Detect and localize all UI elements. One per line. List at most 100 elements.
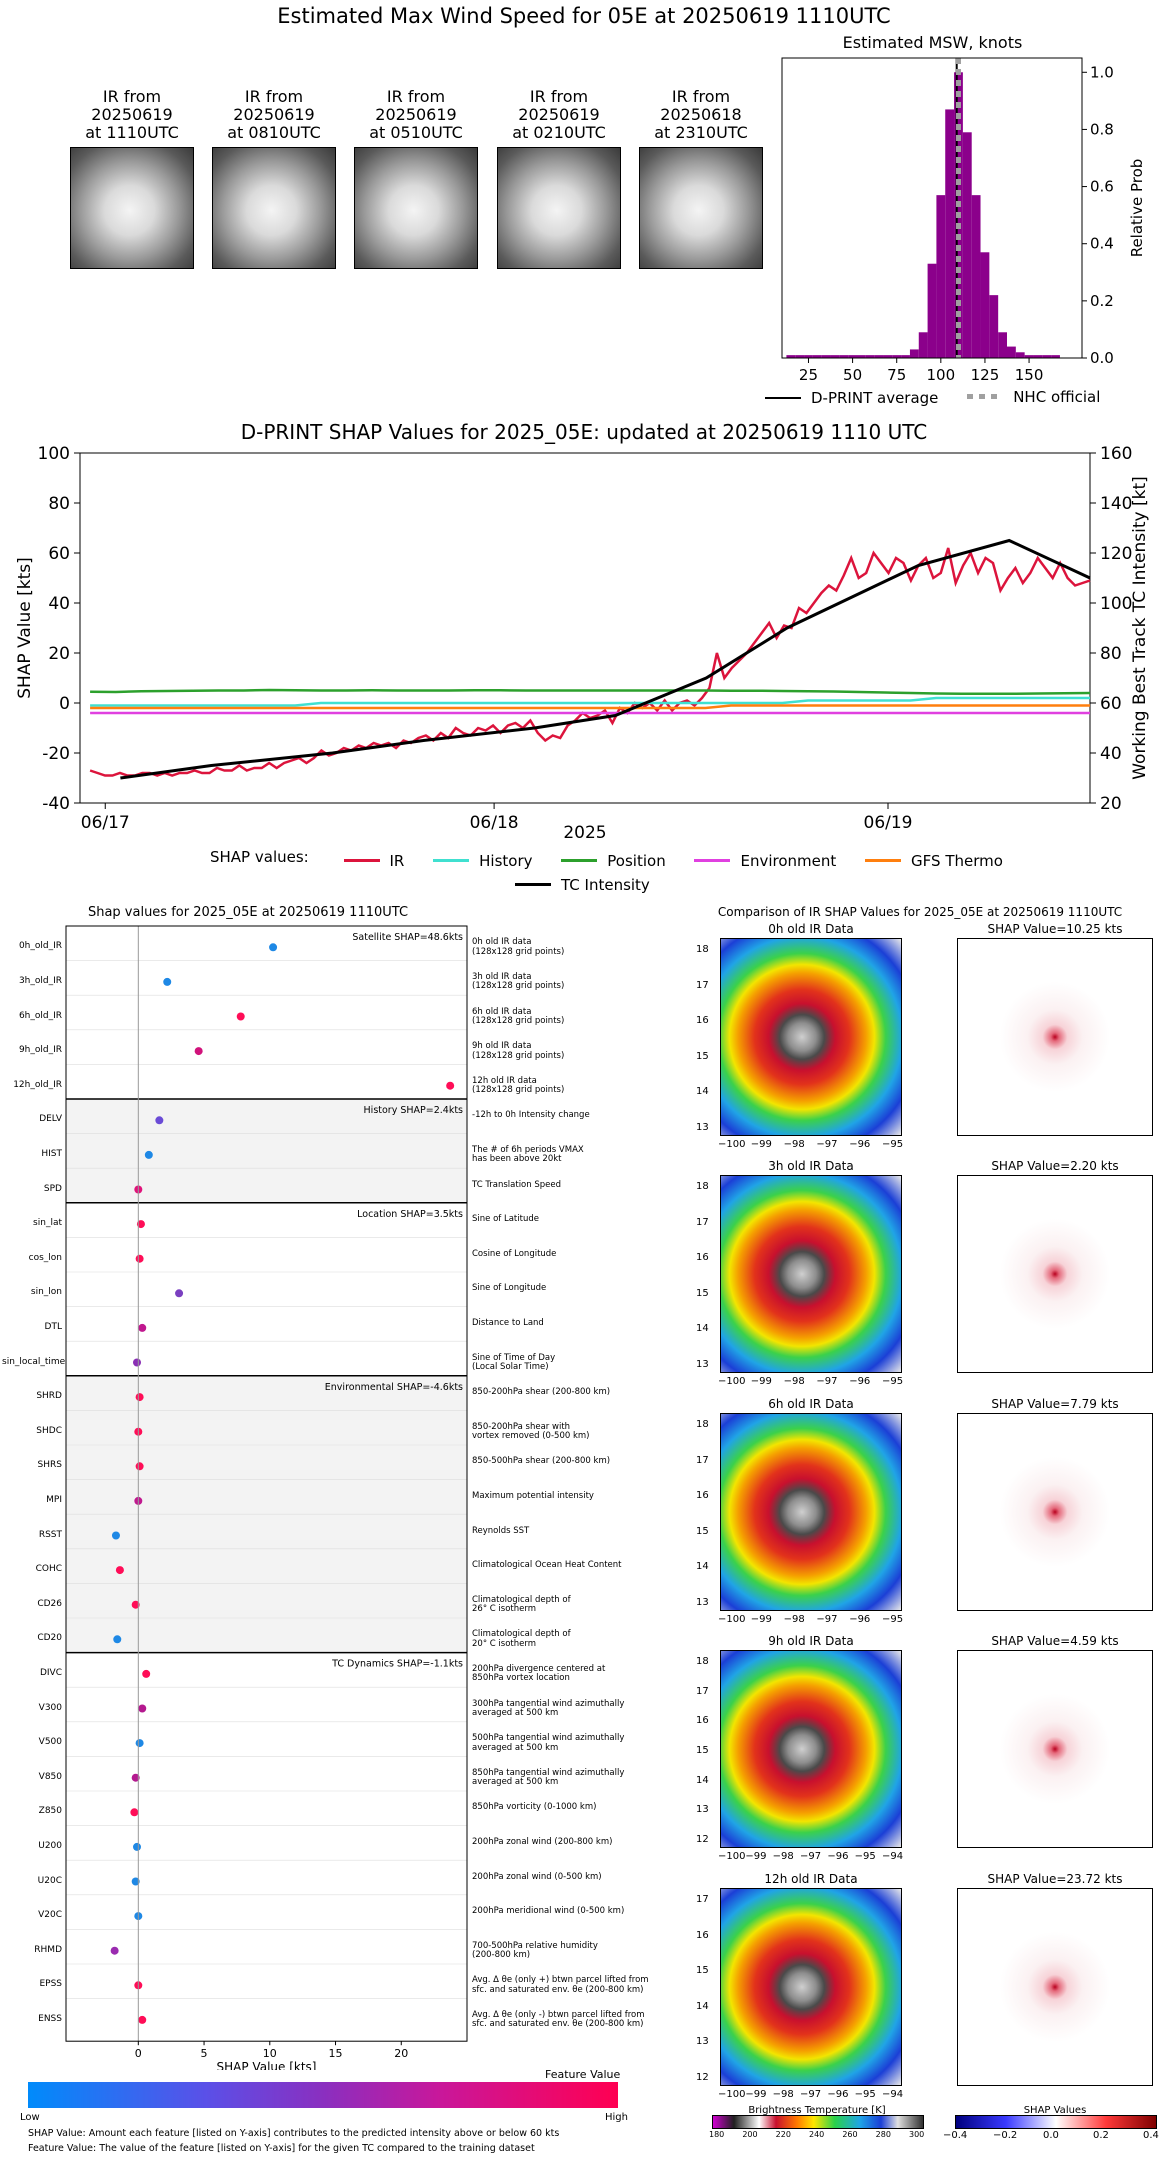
feature-dot-6h_old_IR [236, 1012, 245, 1021]
ir-thumbnail-label: IR from 20250618 at 2310UTC [654, 87, 748, 142]
shap-timeseries-chart: -40 -20 0 20 40 60 80 100 20 40 60 80 100 120 140 160 06… [15, 445, 1150, 840]
ir-y-tick: 17 [696, 1454, 709, 1466]
legend-environment: Environment [740, 851, 837, 870]
x-axis-label: SHAP Value [kts] [217, 2060, 317, 2070]
feature-name: CD26 [37, 1598, 62, 1609]
histogram-bar [812, 355, 822, 358]
ir-panel-title: 9h old IR Data [768, 1634, 854, 1648]
histogram-bar [830, 355, 840, 358]
feature-name: ENSS [38, 2013, 62, 2024]
feature-dot-3h_old_IR [163, 977, 172, 986]
feature-description: Avg. Δ θe (only +) btwn parcel lifted fr… [472, 1975, 649, 1995]
ir-x-tick: −99 [750, 1139, 772, 1150]
ir-x-tick: −98 [783, 1614, 805, 1625]
colorbar-low-label: Low [20, 2112, 40, 2123]
ir-y-tick: 16 [696, 1715, 709, 1727]
histogram-bar [804, 355, 813, 358]
feature-dot-Z850 [130, 1808, 139, 1817]
feature-description: TC Translation Speed [472, 1179, 561, 1190]
group-label: History SHAP=2.4kts [364, 1105, 464, 1116]
feature-description: 9h old IR data (128x128 grid points) [472, 1041, 565, 1061]
feature-description: Reynolds SST [472, 1525, 530, 1536]
ir-y-tick: 17 [696, 1894, 709, 1905]
feature-description: 3h old IR data (128x128 grid points) [472, 971, 565, 992]
feature-dot-COHC [115, 1566, 124, 1575]
shap-colorbar [955, 2115, 1157, 2129]
feature-dot-RSST [111, 1531, 120, 1540]
bt-tick: 300 [909, 2130, 925, 2139]
feature-dot-0h_old_IR [269, 943, 278, 952]
feature-description: Sine of Time of Day (Local Solar Time) [472, 1352, 556, 1372]
ir-y-tick: 13 [696, 1597, 709, 1608]
y-tick-label: 20 [48, 644, 70, 664]
x-tick-label: 20 [394, 2047, 408, 2060]
feature-description: Climatological depth of 26° C isotherm [472, 1594, 571, 1615]
feature-dot-sin_local_time [132, 1358, 141, 1367]
ir-thumbnail-label: IR from 20250619 at 0210UTC [512, 87, 606, 142]
feature-description: 0h old IR data (128x128 grid points) [472, 937, 565, 957]
bt-tick: 200 [742, 2130, 758, 2139]
feature-name: SHDC [36, 1425, 62, 1436]
shap-panel-title: SHAP Value=23.72 kts [987, 1872, 1123, 1886]
ir-panel-image [720, 1888, 902, 2086]
shap-panel-image [957, 1413, 1153, 1611]
page-title: Estimated Max Wind Speed for 05E at 2025… [277, 4, 891, 28]
ir-y-tick: 13 [696, 1359, 709, 1370]
y2-tick-label: 100 [1100, 594, 1132, 614]
feature-dot-CD26 [131, 1600, 140, 1609]
series-line-gfs-thermo [90, 704, 1090, 710]
legend-ir: IR [389, 851, 405, 870]
histogram-bar [1051, 355, 1060, 358]
feature-name: SHRS [37, 1460, 62, 1471]
shap-tick: 0.0 [1043, 2130, 1059, 2141]
histogram-bar [971, 195, 981, 358]
x-tick-label: 100 [927, 366, 956, 384]
ir-y-tick: 17 [696, 979, 709, 991]
histogram-bar [998, 332, 1007, 358]
timeseries-legend-intensity: TC Intensity [515, 872, 674, 894]
ir-thumbnail-image [212, 147, 336, 269]
ir-x-tick: −100 [718, 1851, 746, 1862]
brightness-colorbar [712, 2115, 924, 2129]
ir-thumbnail-label: IR from 20250619 at 0810UTC [227, 87, 321, 142]
legend-history: History [479, 851, 533, 870]
histogram-bar [1024, 355, 1034, 358]
feature-name: DTL [44, 1321, 62, 1332]
ir-x-tick: −98 [783, 1139, 805, 1150]
feature-description: Cosine of Longitude [472, 1248, 557, 1259]
feature-name: U200 [38, 1840, 62, 1851]
legend-prefix: SHAP values: [210, 848, 309, 866]
y2-tick-label: 120 [1100, 544, 1132, 564]
feature-shap-chart: Satellite SHAP=48.6kts History SHAP=2.4kt… [65, 925, 468, 2070]
shap-panel-title: SHAP Value=4.59 kts [991, 1634, 1119, 1648]
group-label: Environmental SHAP=-4.6kts [325, 1382, 463, 1393]
feature-description: Sine of Longitude [472, 1283, 547, 1294]
feature-name: V850 [38, 1771, 62, 1782]
histogram-bar [795, 355, 805, 358]
histogram-bar [1042, 355, 1052, 358]
y2-tick-label: 160 [1100, 445, 1132, 464]
ir-y-tick: 13 [696, 2036, 709, 2048]
shap-tick: −0.2 [993, 2130, 1018, 2141]
feature-dot-HIST [144, 1150, 153, 1159]
ir-y-tick: 16 [696, 1015, 709, 1027]
ir-x-tick: −95 [854, 1851, 876, 1862]
ir-x-tick: −95 [882, 1139, 904, 1150]
feature-dot-cos_lon [135, 1254, 144, 1263]
feature-name: 9h_old_IR [18, 1045, 62, 1056]
ir-x-tick: −97 [800, 2089, 822, 2100]
ir-x-tick: −99 [745, 2089, 767, 2100]
histogram-bar [909, 349, 919, 358]
feature-shap-title: Shap values for 2025_05E at 20250619 111… [87, 905, 409, 920]
feature-description: 700-500hPa relative humidity (200-800 km… [472, 1940, 598, 1961]
histogram-bar [857, 355, 866, 358]
ir-y-tick: 14 [696, 1086, 709, 1098]
ir-panel-title: 12h old IR Data [764, 1872, 858, 1886]
histogram-bar [821, 355, 831, 358]
ir-x-tick: −96 [827, 1851, 849, 1862]
histogram-bar [918, 332, 928, 358]
histogram-bar [962, 132, 972, 358]
feature-name: Z850 [38, 1806, 62, 1817]
feature-frame [65, 925, 468, 2042]
ir-y-tick: 18 [696, 1181, 709, 1192]
